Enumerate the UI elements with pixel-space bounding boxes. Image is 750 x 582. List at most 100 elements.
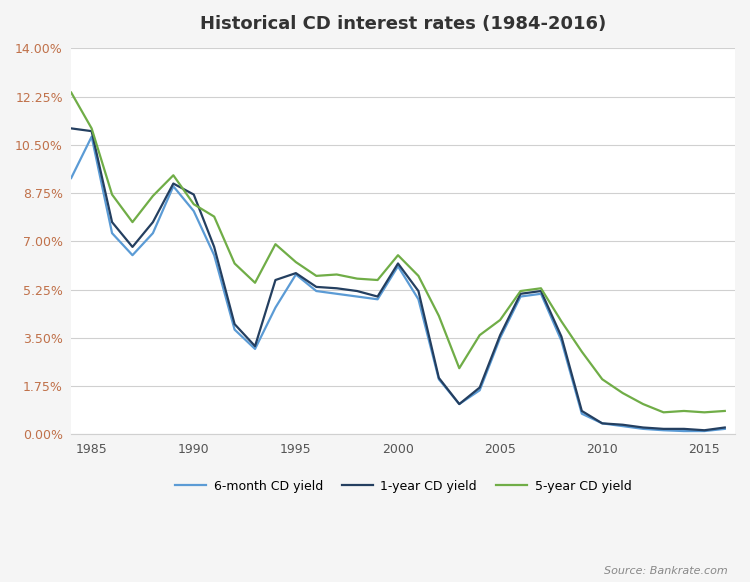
1-year CD yield (332, 285, 341, 292)
5-year CD yield (148, 193, 158, 200)
6-month CD yield (107, 230, 116, 237)
5-year CD yield (536, 285, 545, 292)
1-year CD yield (67, 125, 76, 132)
5-year CD yield (292, 258, 301, 265)
1-year CD yield (210, 243, 219, 250)
Line: 1-year CD yield: 1-year CD yield (71, 129, 724, 430)
6-month CD yield (680, 428, 688, 435)
6-month CD yield (292, 271, 301, 278)
6-month CD yield (230, 326, 239, 333)
6-month CD yield (394, 262, 403, 269)
5-year CD yield (352, 275, 362, 282)
5-year CD yield (251, 279, 260, 286)
5-year CD yield (67, 89, 76, 96)
1-year CD yield (516, 290, 525, 297)
6-month CD yield (578, 410, 586, 417)
5-year CD yield (496, 317, 505, 324)
5-year CD yield (516, 288, 525, 294)
1-year CD yield (312, 283, 321, 290)
6-month CD yield (598, 420, 607, 427)
5-year CD yield (598, 376, 607, 383)
6-month CD yield (169, 183, 178, 190)
1-year CD yield (230, 321, 239, 328)
1-year CD yield (251, 343, 260, 350)
5-year CD yield (414, 272, 423, 279)
1-year CD yield (373, 293, 382, 300)
6-month CD yield (352, 293, 362, 300)
6-month CD yield (659, 427, 668, 434)
5-year CD yield (659, 409, 668, 416)
Line: 5-year CD yield: 5-year CD yield (71, 93, 724, 412)
5-year CD yield (189, 201, 198, 208)
1-year CD yield (496, 332, 505, 339)
Legend: 6-month CD yield, 1-year CD yield, 5-year CD yield: 6-month CD yield, 1-year CD yield, 5-yea… (170, 474, 636, 498)
5-year CD yield (230, 260, 239, 267)
6-month CD yield (148, 230, 158, 237)
5-year CD yield (271, 241, 280, 248)
5-year CD yield (476, 332, 484, 339)
1-year CD yield (618, 421, 627, 428)
6-month CD yield (454, 400, 464, 407)
6-month CD yield (434, 376, 443, 383)
6-month CD yield (332, 290, 341, 297)
6-month CD yield (373, 296, 382, 303)
Text: Source: Bankrate.com: Source: Bankrate.com (604, 566, 728, 576)
1-year CD yield (271, 276, 280, 283)
6-month CD yield (720, 425, 729, 432)
5-year CD yield (638, 400, 647, 407)
6-month CD yield (536, 290, 545, 297)
1-year CD yield (169, 180, 178, 187)
1-year CD yield (680, 425, 688, 432)
1-year CD yield (454, 400, 464, 407)
1-year CD yield (292, 269, 301, 276)
5-year CD yield (87, 125, 96, 132)
1-year CD yield (598, 420, 607, 427)
6-month CD yield (271, 304, 280, 311)
6-month CD yield (67, 175, 76, 182)
6-month CD yield (618, 423, 627, 430)
6-month CD yield (312, 288, 321, 294)
5-year CD yield (169, 172, 178, 179)
6-month CD yield (251, 346, 260, 353)
5-year CD yield (680, 407, 688, 414)
1-year CD yield (414, 288, 423, 294)
6-month CD yield (189, 208, 198, 215)
5-year CD yield (434, 313, 443, 320)
6-month CD yield (557, 337, 566, 344)
1-year CD yield (394, 260, 403, 267)
6-month CD yield (210, 251, 219, 258)
5-year CD yield (557, 318, 566, 325)
1-year CD yield (720, 424, 729, 431)
1-year CD yield (434, 374, 443, 381)
Title: Historical CD interest rates (1984-2016): Historical CD interest rates (1984-2016) (200, 15, 606, 33)
5-year CD yield (700, 409, 709, 416)
5-year CD yield (332, 271, 341, 278)
5-year CD yield (312, 272, 321, 279)
Line: 6-month CD yield: 6-month CD yield (71, 137, 724, 431)
1-year CD yield (578, 407, 586, 414)
6-month CD yield (128, 251, 137, 258)
6-month CD yield (476, 387, 484, 394)
6-month CD yield (700, 428, 709, 435)
1-year CD yield (352, 288, 362, 294)
1-year CD yield (128, 243, 137, 250)
5-year CD yield (210, 213, 219, 220)
1-year CD yield (659, 425, 668, 432)
6-month CD yield (516, 293, 525, 300)
1-year CD yield (476, 384, 484, 391)
5-year CD yield (394, 251, 403, 258)
5-year CD yield (720, 407, 729, 414)
6-month CD yield (414, 296, 423, 303)
5-year CD yield (618, 389, 627, 396)
1-year CD yield (87, 127, 96, 134)
1-year CD yield (700, 427, 709, 434)
1-year CD yield (189, 191, 198, 198)
5-year CD yield (454, 365, 464, 372)
5-year CD yield (578, 348, 586, 355)
5-year CD yield (373, 276, 382, 283)
5-year CD yield (128, 219, 137, 226)
1-year CD yield (107, 219, 116, 226)
1-year CD yield (557, 333, 566, 340)
1-year CD yield (638, 424, 647, 431)
6-month CD yield (87, 133, 96, 140)
